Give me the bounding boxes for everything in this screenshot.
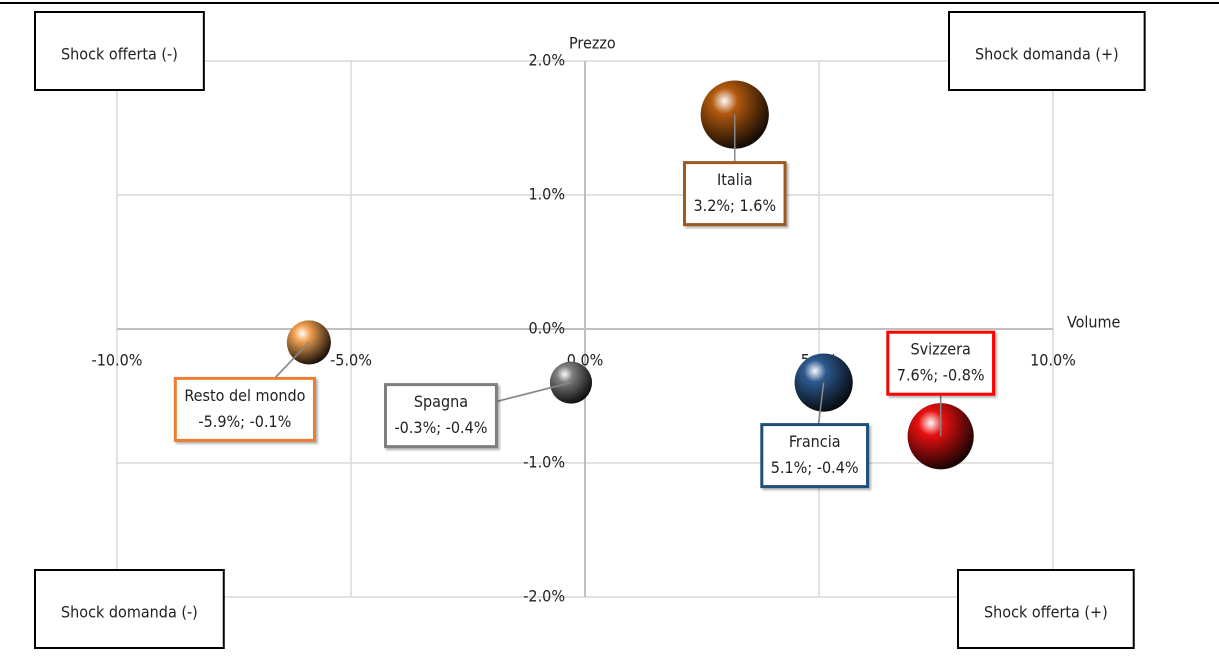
data-label-name: Resto del mondo bbox=[184, 386, 305, 405]
data-label-value: -0.3%; -0.4% bbox=[394, 418, 487, 437]
data-label-frame bbox=[760, 423, 870, 489]
data-label-frame bbox=[682, 161, 787, 227]
quadrant-label: Shock offerta (+) bbox=[984, 603, 1108, 622]
y-tick-label: -2.0% bbox=[523, 587, 565, 606]
quadrant-label: Shock domanda (-) bbox=[61, 603, 198, 622]
data-label-value: 3.2%; 1.6% bbox=[693, 196, 776, 215]
data-label-value: -5.9%; -0.1% bbox=[198, 412, 291, 431]
data-label-frame bbox=[886, 330, 996, 396]
data-label: Svizzera 7.6%; -0.8% bbox=[886, 330, 996, 396]
data-label-frame bbox=[173, 376, 316, 442]
y-axis-label: Prezzo bbox=[569, 34, 616, 53]
y-tick-label: -1.0% bbox=[523, 453, 565, 472]
quadrant-label: Shock domanda (+) bbox=[975, 45, 1119, 64]
x-tick-label: -5.0% bbox=[330, 351, 372, 370]
quadrant-box-frame bbox=[34, 11, 205, 91]
quadrant-box: Shock domanda (+) bbox=[948, 11, 1146, 91]
data-label-name: Italia bbox=[717, 170, 753, 189]
quadrant-box-frame bbox=[34, 569, 225, 649]
data-label-name: Francia bbox=[789, 432, 841, 451]
data-label: Spagna -0.3%; -0.4% bbox=[383, 383, 498, 449]
data-label: Resto del mondo -5.9%; -0.1% bbox=[173, 376, 316, 442]
x-tick-label: 10.0% bbox=[1030, 351, 1076, 370]
quadrant-box: Shock domanda (-) bbox=[34, 569, 225, 649]
y-tick-label: 0.0% bbox=[528, 319, 565, 338]
data-label-value: 5.1%; -0.4% bbox=[771, 458, 859, 477]
y-tick-label: 1.0% bbox=[528, 185, 565, 204]
x-tick-label: -10.0% bbox=[92, 351, 143, 370]
data-label-value: 7.6%; -0.8% bbox=[897, 366, 985, 385]
data-label-name: Spagna bbox=[414, 392, 468, 411]
y-tick-label: 2.0% bbox=[528, 51, 565, 70]
quadrant-box-frame bbox=[957, 569, 1135, 649]
quadrant-label: Shock offerta (-) bbox=[61, 45, 178, 64]
data-label: Francia 5.1%; -0.4% bbox=[760, 423, 870, 489]
data-label-frame bbox=[383, 383, 498, 449]
data-label-name: Svizzera bbox=[911, 340, 971, 359]
data-label: Italia 3.2%; 1.6% bbox=[682, 161, 787, 227]
quadrant-box-frame bbox=[948, 11, 1146, 91]
quadrant-box: Shock offerta (-) bbox=[34, 11, 205, 91]
quadrant-box: Shock offerta (+) bbox=[957, 569, 1135, 649]
x-axis-label: Volume bbox=[1067, 313, 1121, 332]
